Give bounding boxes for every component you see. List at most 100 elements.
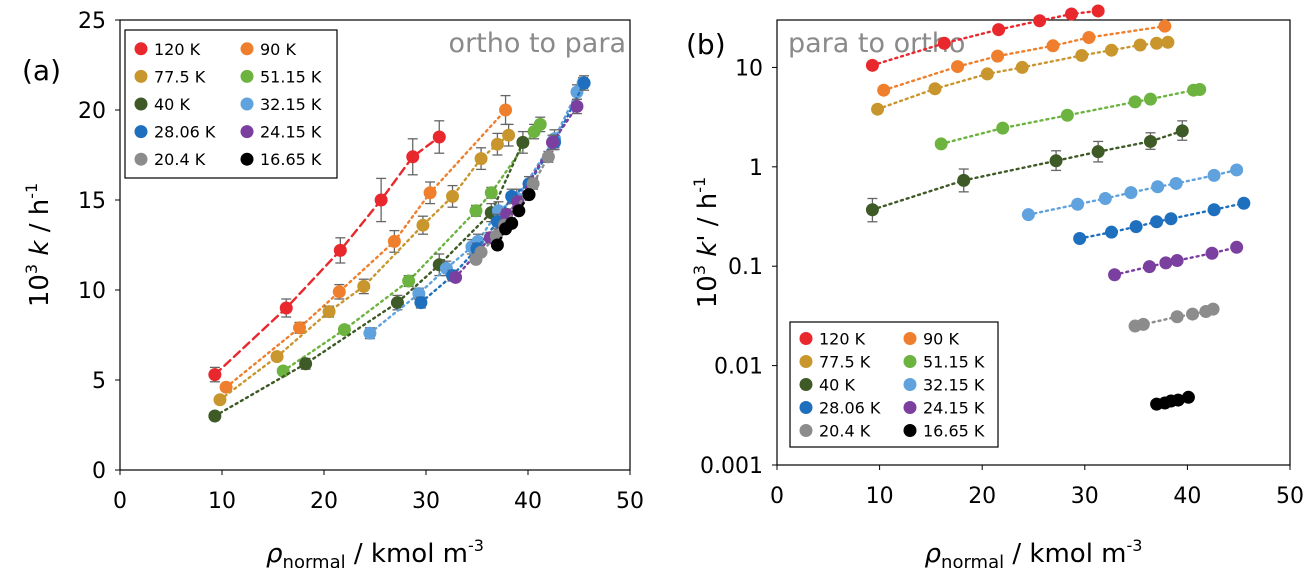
data-point-20-4-k: [526, 177, 540, 191]
legend-marker-77-5-k: [799, 355, 813, 368]
legend-marker-120-k: [799, 332, 813, 345]
data-point-90-k: [951, 60, 965, 74]
data-point-24-15-k: [1205, 246, 1219, 260]
data-point-77-5-k: [928, 82, 942, 96]
data-point-24-15-k: [570, 99, 584, 113]
legend-marker-32-15-k: [903, 378, 917, 391]
data-point-32-15-k: [1098, 192, 1112, 206]
data-point-40-k: [1143, 134, 1157, 148]
data-point-20-4-k: [474, 245, 488, 259]
legend-label-77-5-k: 77.5 K: [819, 353, 871, 372]
data-point-120-k: [406, 150, 420, 164]
panel-a: 0 10 20 30 40 50 0 5 10 15 20 25 (a) ortho to para ρno…: [22, 9, 644, 568]
data-point-120-k: [432, 130, 446, 144]
data-point-28-06-k: [1164, 212, 1178, 226]
panel-title: ortho to para: [449, 28, 626, 59]
data-point-40-k: [516, 135, 530, 149]
data-point-16-65-k: [505, 216, 519, 230]
data-point-51-15-k: [402, 274, 416, 288]
y-tick-label: 10: [78, 279, 106, 304]
y-tick-label: 15: [78, 189, 106, 214]
data-point-120-k: [1033, 14, 1047, 28]
legend-label-51-15-k: 51.15 K: [923, 353, 985, 372]
x-tick-label: 40: [514, 489, 542, 514]
data-point-32-15-k: [1151, 180, 1165, 194]
x-tick-label: 30: [1071, 484, 1099, 509]
legend-label-51-15-k: 51.15 K: [260, 67, 322, 86]
data-point-51-15-k: [1060, 108, 1074, 122]
legend-label-90-k: 90 K: [923, 330, 959, 349]
data-point-24-15-k: [1142, 260, 1156, 274]
data-point-120-k: [279, 301, 293, 315]
data-point-24-15-k: [449, 270, 463, 284]
data-point-32-15-k: [1071, 197, 1085, 211]
data-point-51-15-k: [276, 364, 290, 378]
y-axis-title: 103 k' / h-1: [690, 177, 723, 308]
data-point-28-06-k: [1073, 232, 1087, 246]
data-point-120-k: [1064, 7, 1078, 21]
y-axis-title-unit: / h: [25, 199, 55, 241]
data-point-77-5-k: [1104, 43, 1118, 57]
data-point-32-15-k: [1169, 176, 1183, 190]
data-point-16-65-k: [490, 238, 504, 252]
x-tick-label: 20: [310, 489, 338, 514]
legend-label-28-06-k: 28.06 K: [819, 399, 881, 418]
data-point-51-15-k: [337, 323, 351, 337]
data-point-90-k: [387, 234, 401, 248]
x-axis-title-superscript: -3: [1127, 536, 1143, 555]
data-point-77-5-k: [474, 152, 488, 166]
data-point-120-k: [333, 243, 347, 257]
fit-line-40-k: [871, 129, 1184, 211]
data-point-90-k: [219, 380, 233, 394]
data-point-51-15-k: [533, 117, 547, 131]
x-axis-title: ρnormal / kmol m-3: [925, 536, 1143, 568]
legend-label-20-4-k: 20.4 K: [819, 422, 871, 441]
data-point-32-15-k: [1021, 208, 1035, 222]
data-point-28-06-k: [1104, 225, 1118, 239]
data-point-120-k: [992, 23, 1006, 37]
legend-marker-51-15-k: [903, 355, 917, 368]
x-axis-title: ρnormal / kmol m-3: [266, 536, 484, 568]
y-tick-label: 1: [749, 156, 763, 181]
data-point-28-06-k: [577, 76, 591, 90]
panel-title: para to ortho: [788, 28, 965, 59]
legend-label-120-k: 120 K: [819, 330, 866, 349]
y-tick-label: 25: [78, 9, 106, 34]
data-point-77-5-k: [1150, 36, 1164, 50]
data-point-40-k: [865, 203, 879, 217]
data-point-77-5-k: [871, 102, 885, 116]
y-axis-title-symbol: k: [25, 240, 55, 264]
x-axis-title-superscript: -3: [468, 536, 484, 555]
data-point-51-15-k: [996, 121, 1010, 135]
data-point-40-k: [208, 409, 222, 423]
x-axis-title-subscript: normal: [941, 552, 1004, 568]
data-point-90-k: [991, 49, 1005, 63]
fit-line-90-k: [224, 108, 507, 389]
data-point-40-k: [1091, 145, 1105, 159]
legend-marker-120-k: [134, 42, 148, 56]
data-point-20-4-k: [1206, 302, 1220, 316]
data-point-77-5-k: [980, 67, 994, 81]
data-point-77-5-k: [1075, 48, 1089, 62]
legend-label-40-k: 40 K: [154, 95, 190, 114]
data-point-24-15-k: [1230, 240, 1244, 254]
x-tick-label: 0: [113, 489, 127, 514]
data-point-28-06-k: [1207, 203, 1221, 217]
data-point-120-k: [374, 193, 388, 207]
data-point-24-15-k: [1159, 256, 1173, 270]
y-axis-title-superscript: -1: [690, 177, 709, 193]
y-axis-title: 103 k / h-1: [22, 183, 55, 307]
legend-label-16-65-k: 16.65 K: [923, 422, 985, 441]
y-axis-title-symbol: k': [693, 234, 723, 264]
data-point-90-k: [1046, 39, 1060, 53]
data-point-16-65-k: [1171, 393, 1185, 407]
legend-label-77-5-k: 77.5 K: [154, 67, 206, 86]
legend-label-16-65-k: 16.65 K: [260, 150, 322, 169]
data-point-77-5-k: [416, 218, 430, 232]
legend-label-20-4-k: 20.4 K: [154, 150, 206, 169]
fit-line-24-15-k: [454, 105, 579, 279]
x-tick-label: 30: [412, 489, 440, 514]
legend-box: [124, 29, 338, 179]
data-point-51-15-k: [484, 186, 498, 200]
